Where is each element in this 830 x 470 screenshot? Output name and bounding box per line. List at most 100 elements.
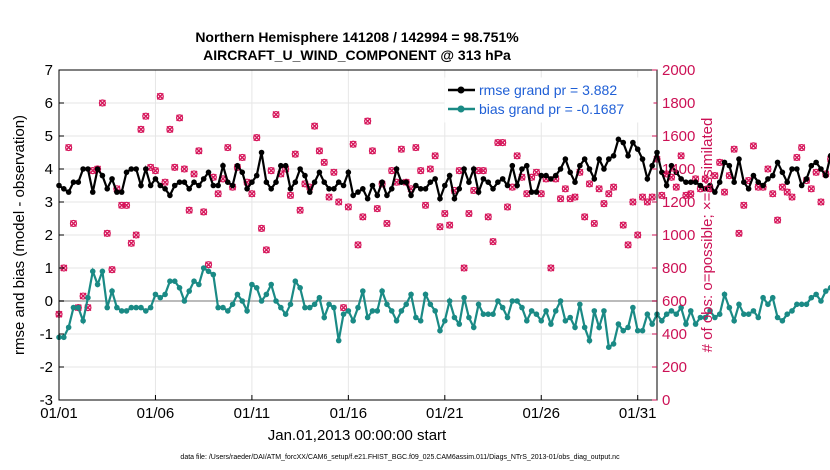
obs-count-point [648, 193, 656, 201]
obs-count-point [431, 152, 439, 160]
series-point-0 [437, 195, 443, 202]
obs-possible-marker [764, 165, 772, 173]
obs-assimilated-marker [619, 221, 627, 229]
obs-possible-marker [373, 205, 381, 213]
obs-possible-marker [441, 209, 449, 218]
series-point-0 [630, 139, 636, 146]
series-point-1 [369, 308, 376, 314]
series-point-1 [495, 298, 501, 304]
obs-assimilated-marker [185, 206, 193, 214]
obs-count-point [532, 168, 541, 176]
obs-assimilated-marker [532, 168, 540, 176]
series-point-1 [273, 298, 279, 304]
obs-count-point [195, 147, 203, 155]
obs-count-point [166, 125, 174, 133]
obs-count-point [571, 193, 579, 201]
obs-assimilated-marker [108, 266, 116, 274]
obs-assimilated-marker [354, 241, 362, 249]
series-point-1 [413, 314, 419, 321]
obs-count-point [561, 185, 569, 193]
series-point-1 [258, 298, 265, 304]
obs-count-point [503, 203, 512, 211]
obs-count-point [368, 147, 377, 155]
obs-assimilated-marker [711, 172, 719, 180]
series-point-0 [808, 162, 815, 169]
series-point-0 [109, 176, 115, 182]
series-point-1 [94, 281, 101, 288]
series-point-0 [65, 189, 72, 195]
obs-assimilated-marker [431, 152, 439, 160]
obs-possible-marker [291, 150, 299, 158]
series-point-1 [750, 308, 757, 314]
obs-count-point [629, 198, 637, 206]
series-point-1 [649, 321, 655, 327]
obs-count-point [171, 163, 179, 171]
obs-assimilated-marker [171, 163, 179, 171]
series-point-1 [360, 288, 366, 294]
obs-possible-marker [200, 208, 208, 216]
obs-possible-marker [65, 143, 73, 152]
obs-assimilated-marker [262, 246, 270, 254]
obs-assimilated-marker [315, 147, 323, 155]
obs-count-point [701, 175, 709, 183]
series-point-0 [581, 156, 588, 162]
obs-possible-marker [658, 191, 666, 199]
obs-count-point [161, 178, 169, 186]
obs-count-point [108, 266, 116, 274]
obs-possible-marker [484, 213, 492, 221]
series-point-1 [741, 311, 747, 318]
series-point-0 [191, 179, 197, 185]
legend-marker-rmse [457, 86, 465, 94]
obs-count-point [793, 153, 801, 162]
obs-assimilated-marker [161, 178, 169, 186]
obs-count-point [513, 152, 521, 160]
series-point-0 [128, 166, 135, 172]
series-point-1 [789, 308, 795, 314]
series-point-1 [827, 285, 830, 291]
obs-possible-marker [286, 191, 295, 199]
obs-count-point [180, 165, 188, 173]
series-point-1 [118, 308, 125, 314]
obs-assimilated-marker [98, 99, 106, 107]
obs-possible-marker [590, 219, 598, 228]
series-point-1 [239, 298, 246, 304]
series-point-0 [369, 182, 376, 189]
series-point-0 [234, 162, 241, 169]
series-point-0 [215, 182, 221, 189]
obs-count-point [740, 201, 748, 209]
series-point-1 [514, 298, 520, 304]
obs-assimilated-marker [764, 165, 772, 173]
obs-possible-marker [605, 190, 613, 198]
series-lines [56, 136, 830, 351]
series-point-0 [813, 159, 819, 166]
series-point-0 [302, 172, 308, 179]
x-tick-label: 01/31 [619, 405, 657, 422]
obs-count-point [619, 221, 627, 229]
obs-count-point [325, 193, 333, 201]
obs-count-point [122, 201, 131, 209]
obs-count-point [484, 213, 492, 221]
obs-count-point [465, 209, 473, 218]
series-point-0 [789, 166, 795, 172]
obs-assimilated-marker [793, 153, 801, 161]
series-point-1 [760, 294, 766, 301]
obs-possible-marker [547, 264, 555, 272]
obs-possible-marker [364, 117, 372, 125]
y-tick-label: 2 [45, 227, 53, 244]
series-point-1 [278, 304, 284, 311]
series-point-0 [75, 179, 82, 185]
obs-count-point [720, 188, 729, 196]
obs-count-point [749, 142, 758, 150]
series-point-0 [736, 156, 742, 162]
series-point-1 [784, 311, 791, 318]
series-point-0 [157, 182, 164, 189]
obs-assimilated-marker [340, 304, 348, 312]
obs-assimilated-marker [214, 190, 222, 198]
series-point-0 [292, 179, 299, 185]
obs-assimilated-marker [648, 193, 656, 201]
obs-possible-marker [740, 201, 748, 209]
series-point-0 [822, 172, 829, 179]
x-tick-label: 01/21 [426, 405, 464, 422]
obs-count-point [253, 134, 261, 142]
obs-count-point [769, 190, 777, 198]
